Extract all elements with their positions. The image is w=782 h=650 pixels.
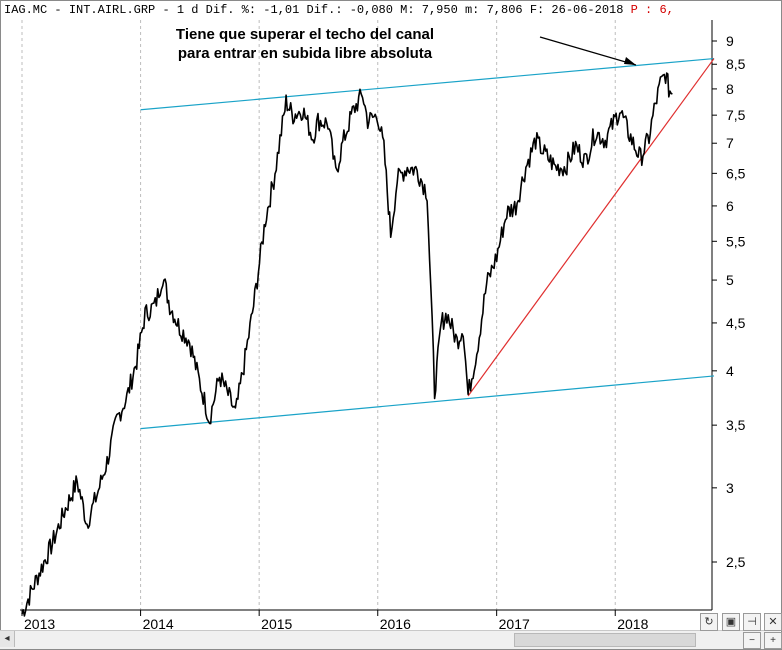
channel-line (140, 57, 715, 111)
y-tick-label: 4,5 (726, 315, 746, 331)
price-layer (21, 72, 673, 617)
date-label: F: (529, 3, 545, 17)
dif-label: Dif.: (306, 3, 343, 17)
scroll-left-button[interactable]: ◂ (0, 631, 15, 647)
horizontal-scrollbar[interactable] (514, 633, 696, 647)
symbol-code: IAG.MC (4, 3, 48, 17)
zoom-out-icon[interactable]: − (743, 632, 761, 649)
min-label: m: (464, 3, 480, 17)
annotation-arrow-layer (539, 36, 637, 66)
y-tick-label: 7,5 (726, 107, 746, 123)
price-line (21, 72, 673, 617)
date-value: 26-06-2018 (551, 3, 624, 17)
quote-header: IAG.MC - INT.AIRL.GRP - 1 d Dif. %: -1,0… (4, 2, 674, 18)
x-tick-label: 2017 (499, 616, 530, 632)
dif-pct-label: Dif. %: (205, 3, 257, 17)
channel-line (140, 375, 715, 430)
y-tick-label: 4 (726, 363, 734, 379)
grid-layer (21, 20, 616, 610)
y-tick-label: 6 (726, 198, 734, 214)
annotation-text: Tiene que superar el techo del canal par… (175, 26, 435, 62)
extra-value: P : 6, (630, 3, 674, 17)
y-tick-label: 2,5 (726, 554, 746, 570)
refresh-icon[interactable]: ↻ (700, 613, 718, 631)
header-separator: - (54, 3, 62, 17)
pin-icon[interactable]: ⊣ (743, 613, 761, 631)
zoom-in-icon[interactable]: + (764, 632, 782, 649)
period-label: 1 d (176, 3, 199, 17)
x-tick-label: 2015 (261, 616, 292, 632)
max-label: M: (400, 3, 415, 17)
dif-value: -0,080 (349, 3, 393, 17)
annotation-arrow (539, 36, 637, 66)
support-trendline (467, 58, 715, 397)
y-tick-label: 5 (726, 272, 734, 288)
save-icon[interactable]: ▣ (722, 613, 740, 631)
axis-layer: 9 8,5 8 7,5 7 6,5 6 5,5 5 4,5 4 3,5 3 2,5 2013 2014 2015… (20, 20, 746, 632)
x-tick-label: 2014 (143, 616, 174, 632)
close-icon[interactable]: ✕ (764, 613, 782, 631)
annotation-arrow-head (624, 57, 636, 65)
y-tick-label: 8 (726, 81, 734, 97)
x-tick-label: 2018 (617, 616, 648, 632)
y-tick-label: 7 (726, 135, 734, 151)
x-tick-label: 2016 (380, 616, 411, 632)
instrument-name: INT.AIRL.GRP (68, 3, 156, 17)
y-tick-label: 6,5 (726, 165, 746, 181)
header-separator: - (162, 3, 170, 17)
y-tick-label: 5,5 (726, 233, 746, 249)
y-tick-label: 8,5 (726, 56, 746, 72)
max-value: 7,950 (421, 3, 458, 17)
min-value: 7,806 (486, 3, 523, 17)
x-tick-label: 2013 (24, 616, 55, 632)
y-tick-label: 3,5 (726, 417, 746, 433)
dif-pct-value: -1,01 (263, 3, 300, 17)
y-tick-label: 9 (726, 33, 734, 49)
y-tick-label: 3 (726, 480, 734, 496)
trendline-layer (140, 57, 715, 430)
